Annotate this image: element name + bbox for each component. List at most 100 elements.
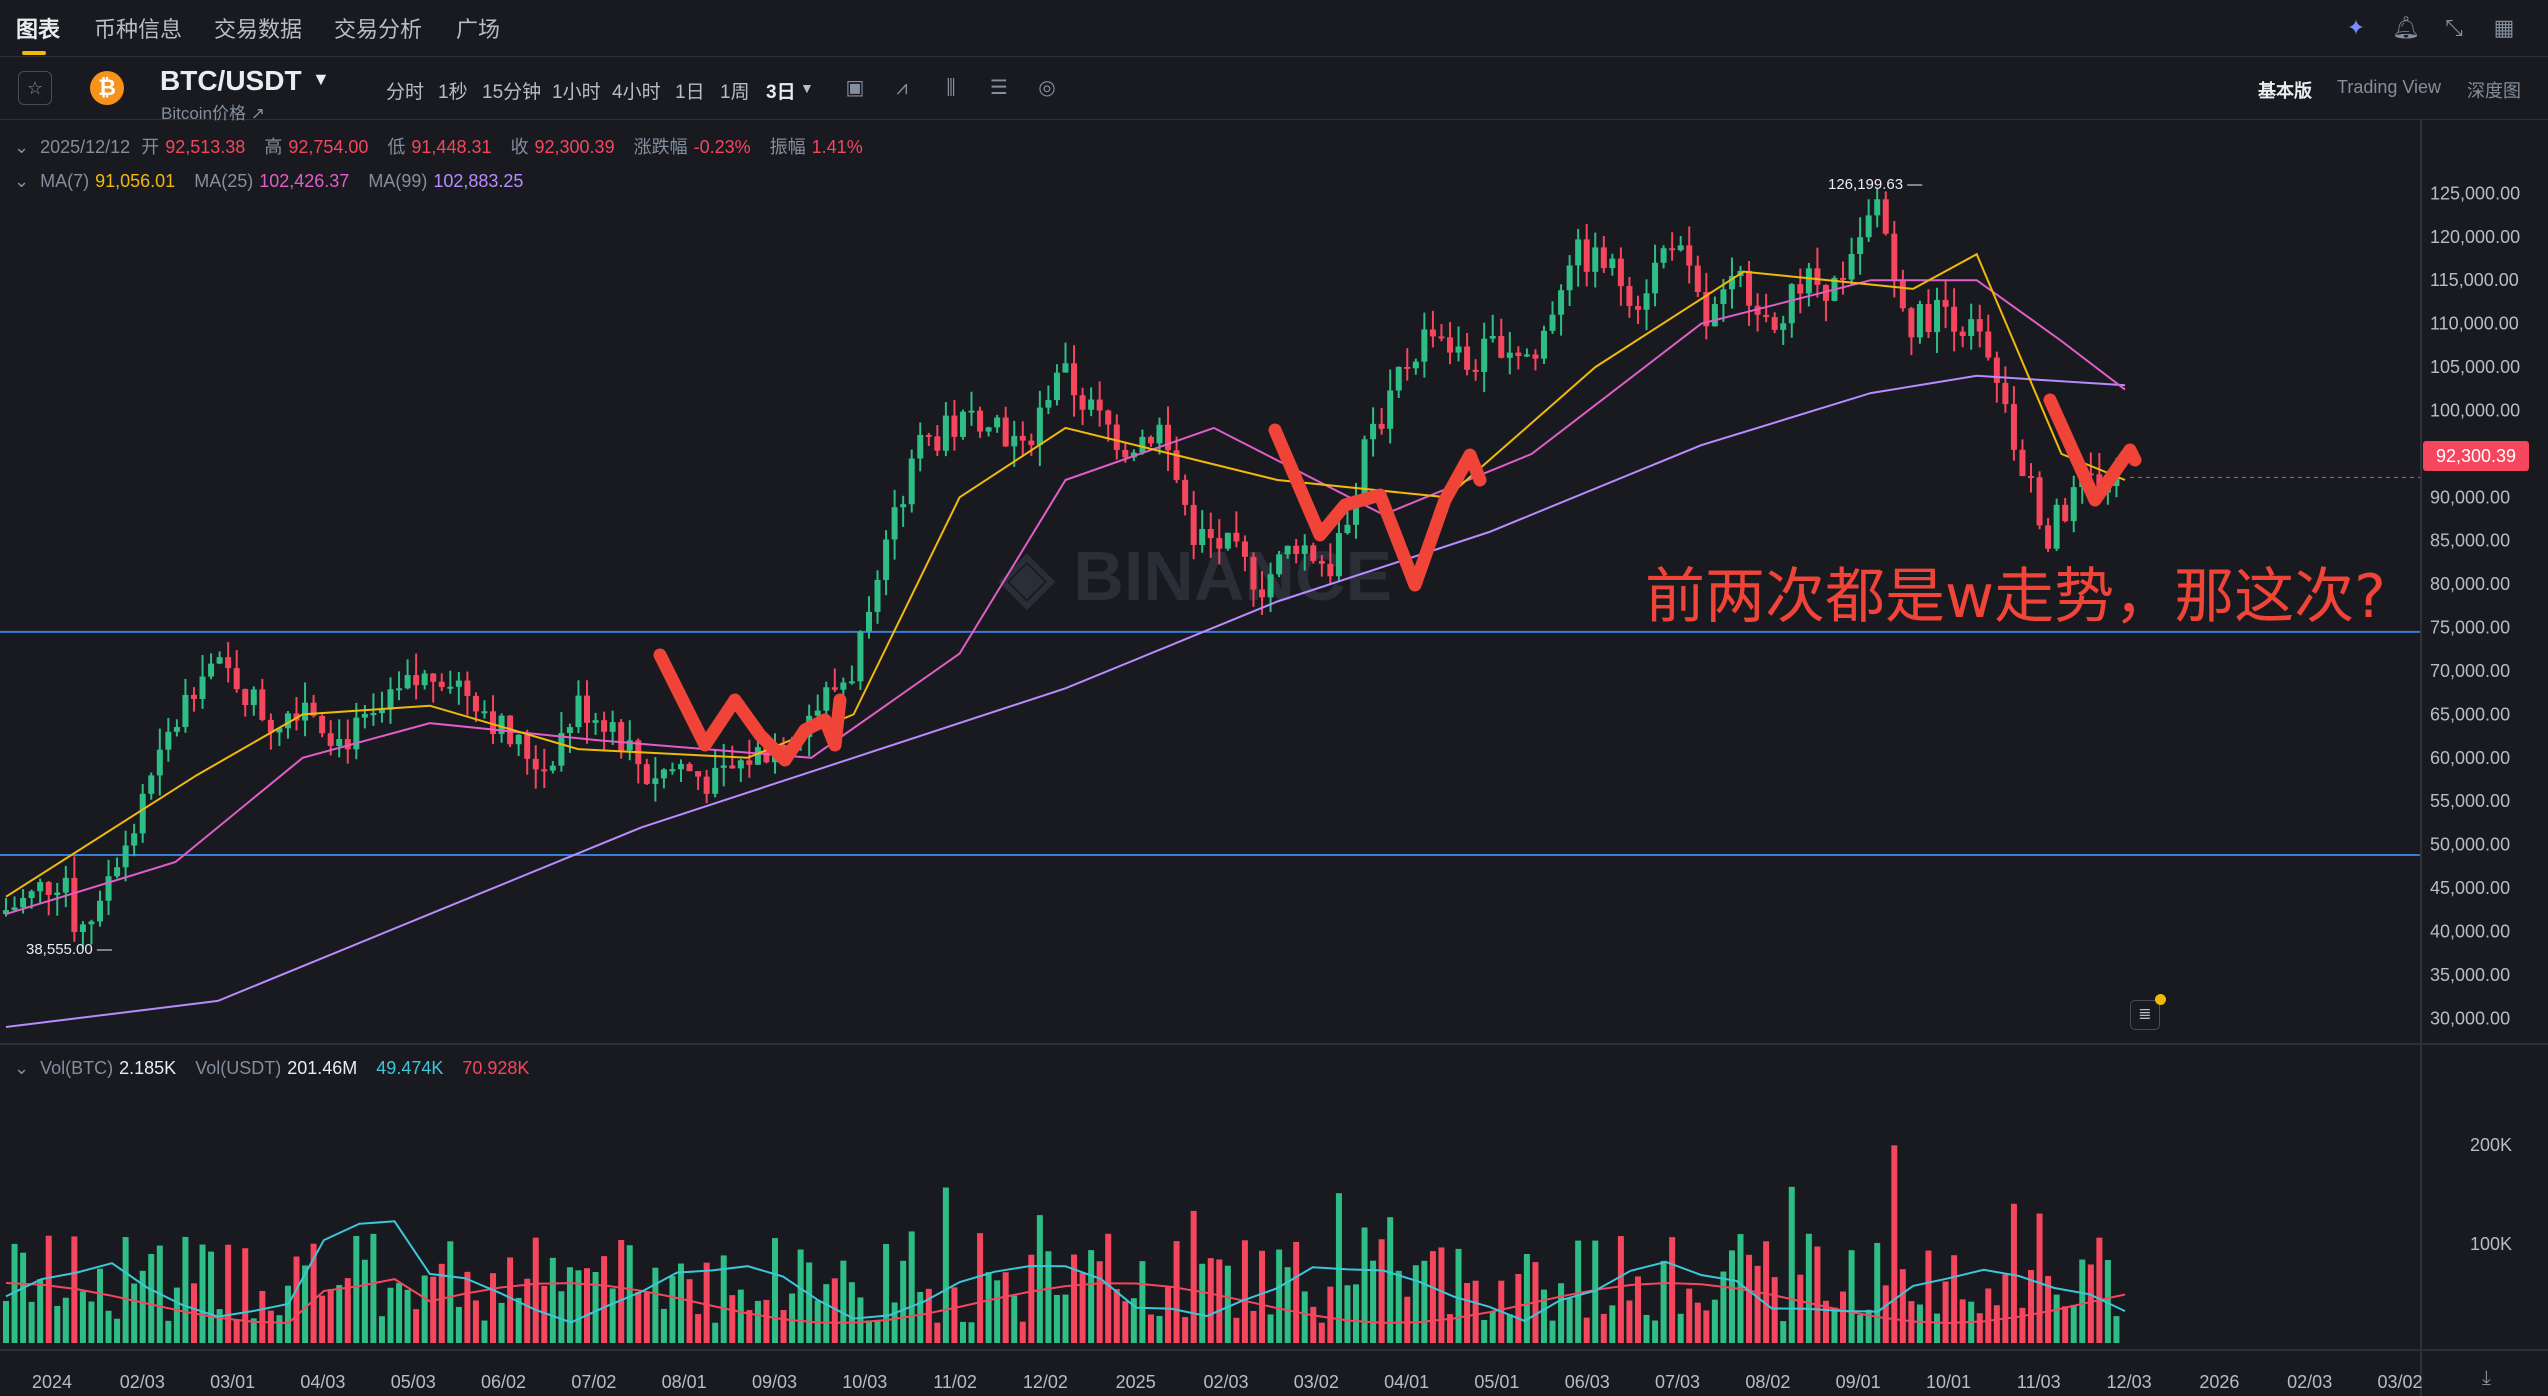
candle-body (1147, 436, 1154, 444)
volume-bar (1088, 1250, 1095, 1343)
target-icon[interactable]: ◎ (1038, 77, 1056, 99)
candle-body (1652, 262, 1659, 294)
candle-body (1429, 329, 1436, 337)
candle-body (1660, 248, 1667, 263)
bell-icon[interactable]: 🔔︎ (2392, 15, 2420, 40)
candle-body (1250, 556, 1257, 590)
view-depth[interactable]: 深度图 (2467, 81, 2521, 101)
volume-bar (1831, 1307, 1838, 1343)
candle-body (276, 728, 283, 733)
close-value: 92,300.39 (534, 137, 615, 157)
collapse-chevron-icon[interactable]: ⌄ (14, 171, 30, 191)
tab-trading-data[interactable]: 交易数据 (214, 17, 303, 42)
interval-4h[interactable]: 4小时 (612, 82, 661, 103)
volume-bar (1609, 1305, 1616, 1343)
candle-body (2070, 487, 2077, 522)
interval-dropdown-icon[interactable]: ▼ (800, 80, 814, 96)
volume-bar (1626, 1300, 1633, 1343)
interval-1w[interactable]: 1周 (720, 82, 750, 103)
volume-bar (1558, 1283, 1565, 1343)
interval-1d[interactable]: 1日 (675, 82, 705, 103)
candle-body (1566, 265, 1573, 291)
tab-chart[interactable]: 图表 (16, 17, 61, 42)
candle-body (1412, 361, 1419, 369)
x-tick-label: 07/02 (571, 1372, 616, 1392)
collapse-chevron-icon[interactable]: ⌄ (14, 1058, 30, 1078)
volume-bar (643, 1291, 650, 1343)
tab-trading-analysis[interactable]: 交易分析 (334, 17, 423, 42)
candle-body (626, 740, 633, 751)
volume-bar (908, 1231, 915, 1343)
candle-body (336, 739, 343, 746)
order-book-icon[interactable]: ≣ (2130, 1000, 2160, 1030)
candle-body (37, 882, 44, 892)
interval-3d[interactable]: 3日 (766, 82, 796, 103)
favorite-star-icon[interactable]: ☆ (18, 71, 52, 105)
price-chart[interactable]: ◈ BINANCE 125,000.00 120,000.00 115,000.00 1… (0, 120, 2548, 1396)
candle-body (1088, 399, 1095, 410)
volume-bar (319, 1295, 326, 1343)
volume-bar (2062, 1306, 2069, 1343)
candle-body (344, 739, 351, 750)
volume-bar (771, 1238, 778, 1343)
candle-body (1686, 245, 1693, 266)
ohlc-legend: ⌄ 2025/12/12 开 92,513.38 高 92,754.00 低 91,4… (14, 133, 877, 159)
tab-square[interactable]: 广场 (456, 17, 501, 42)
volume-bar (1464, 1282, 1471, 1343)
collapse-chevron-icon[interactable]: ⌄ (14, 137, 30, 157)
volume-bar (1019, 1321, 1026, 1343)
volume-bar (729, 1295, 736, 1343)
volume-bar (1600, 1313, 1607, 1343)
candle-body (173, 727, 180, 732)
volume-bar (344, 1278, 351, 1343)
candle-body (678, 764, 685, 770)
collapse-icon[interactable]: ⤡ (2445, 15, 2463, 40)
ma25-value: 102,426.37 (259, 171, 350, 191)
candle-body (1216, 538, 1223, 549)
pair-dropdown-icon[interactable]: ▼ (312, 69, 330, 89)
candle-body (182, 694, 189, 728)
candle-body (1472, 369, 1479, 372)
view-basic[interactable]: 基本版 (2258, 81, 2312, 101)
candle-body (1378, 423, 1385, 429)
volume-bar (789, 1293, 796, 1343)
candle-body (3, 910, 9, 915)
settings-list-icon[interactable]: ☰ (990, 77, 1008, 99)
tab-coin-info[interactable]: 币种信息 (94, 17, 183, 42)
indicator-icon[interactable]: ⩘ (896, 77, 908, 99)
volume-bar (1105, 1233, 1112, 1343)
interval-timeline[interactable]: 分时 (386, 82, 425, 103)
volume-bar (1840, 1291, 1847, 1343)
volume-bar (396, 1283, 403, 1343)
interval-1s[interactable]: 1秒 (438, 82, 468, 103)
calendar-icon[interactable]: ▣ (845, 77, 865, 99)
candle-body (481, 711, 488, 714)
candle-body (515, 734, 522, 745)
pair-title[interactable]: BTC/USDT (160, 65, 302, 96)
volume-bar (1190, 1210, 1197, 1343)
interval-15m[interactable]: 15分钟 (482, 82, 542, 103)
volume-bar (165, 1320, 172, 1343)
candle-body (464, 680, 471, 696)
view-tradingview[interactable]: Trading View (2337, 77, 2442, 97)
candle-body (1711, 304, 1718, 327)
candle-type-icon[interactable]: ⫼ (946, 77, 956, 99)
ai-sparkle-icon[interactable]: ✦ (2346, 15, 2366, 40)
volume-bar (1276, 1249, 1283, 1343)
pair-subtitle[interactable]: Bitcoin价格 ↗ (161, 104, 265, 123)
candle-body (361, 714, 368, 718)
ma25-label: MA(25) (194, 171, 254, 191)
candle-body (994, 417, 1001, 428)
candle-body (1925, 303, 1932, 333)
candle-body (79, 924, 86, 933)
volume-bar (455, 1306, 462, 1343)
candle-body (1848, 254, 1855, 280)
candle-body (1036, 407, 1043, 446)
candle-body (686, 764, 693, 772)
interval-1h[interactable]: 1小时 (552, 82, 601, 103)
volume-bar (378, 1316, 385, 1343)
candle-body (720, 765, 727, 768)
volume-bar (1481, 1319, 1488, 1343)
candle-body (874, 579, 881, 612)
layout-grid-icon[interactable]: ▦ (2493, 15, 2515, 40)
